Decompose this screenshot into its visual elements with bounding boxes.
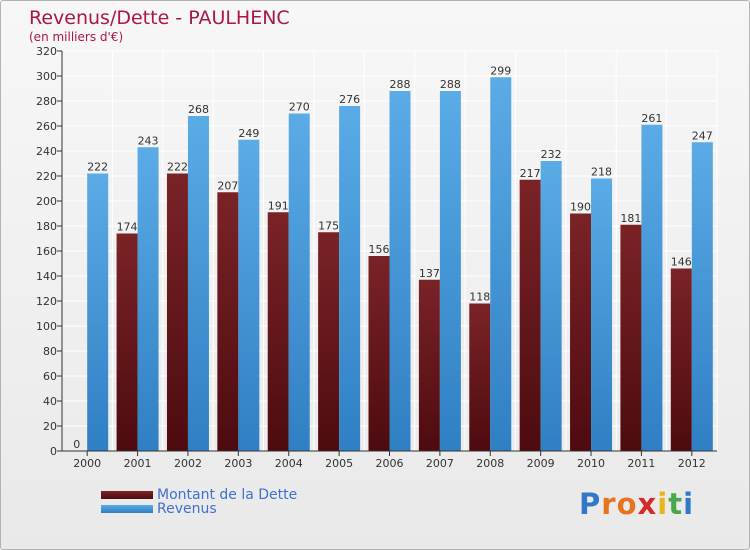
debt-bar (368, 256, 390, 451)
y-tick-label: 140 (36, 270, 57, 283)
y-tick-label: 160 (36, 245, 57, 258)
debt-bar (318, 232, 340, 451)
revenue-bar (691, 142, 713, 451)
revenue-bar (641, 124, 663, 451)
logo-letter: P (579, 487, 602, 521)
y-tick-label: 20 (43, 420, 57, 433)
debt-value-label: 146 (671, 256, 692, 269)
debt-bar (570, 213, 592, 451)
y-tick-label: 40 (43, 395, 57, 408)
debt-bar (469, 303, 491, 451)
revenue-value-label: 222 (87, 161, 108, 174)
debt-bar (670, 268, 692, 451)
debt-value-label: 137 (419, 267, 440, 280)
y-tick-label: 100 (36, 320, 57, 333)
revenue-bar (187, 116, 209, 451)
revenue-bar (339, 106, 361, 451)
legend-item-debt: Montant de la Dette (101, 487, 297, 503)
debt-bar (217, 192, 239, 451)
debt-bar (267, 212, 289, 451)
revenue-value-label: 268 (188, 103, 209, 116)
x-tick-label: 2008 (476, 457, 504, 470)
y-tick-label: 300 (36, 70, 57, 83)
y-tick-label: 120 (36, 295, 57, 308)
logo-letter: x (637, 487, 658, 521)
x-tick-label: 2011 (627, 457, 655, 470)
debt-value-label: 156 (369, 243, 390, 256)
debt-value-label: 217 (520, 167, 541, 180)
legend-item-revenue: Revenus (101, 501, 217, 517)
y-tick-label: 280 (36, 95, 57, 108)
legend-swatch-debt (101, 491, 153, 499)
x-tick-label: 2009 (527, 457, 555, 470)
logo-letter: r (601, 487, 617, 521)
y-tick-label: 0 (50, 445, 57, 458)
x-tick-label: 2007 (426, 457, 454, 470)
chart-title: Revenus/Dette - PAULHENC (29, 7, 290, 29)
debt-bar (116, 233, 138, 451)
debt-bar (418, 279, 440, 451)
revenue-value-label: 261 (641, 112, 662, 125)
logo-letter: o (616, 487, 638, 521)
debt-value-label: 207 (217, 179, 238, 192)
revenue-bar (439, 91, 461, 451)
debt-value-label: 175 (318, 219, 339, 232)
y-tick-label: 80 (43, 345, 57, 358)
revenue-bar (137, 147, 159, 451)
revenue-bar (238, 139, 260, 451)
y-tick-label: 260 (36, 120, 57, 133)
y-tick-label: 200 (36, 195, 57, 208)
legend-label-debt: Montant de la Dette (157, 487, 298, 503)
debt-bar (620, 224, 642, 451)
revenue-value-label: 247 (692, 129, 713, 142)
revenue-bar (288, 113, 310, 451)
x-tick-label: 2010 (577, 457, 605, 470)
debt-value-label: 191 (268, 199, 289, 212)
revenue-value-label: 249 (238, 127, 259, 140)
revenue-bar (389, 91, 411, 451)
x-tick-label: 2002 (174, 457, 202, 470)
y-tick-label: 320 (36, 45, 57, 58)
debt-bar (166, 173, 188, 451)
logo-letter: t (668, 487, 684, 521)
revenue-value-label: 218 (591, 166, 612, 179)
logo-letter: i (683, 487, 695, 521)
revenue-value-label: 232 (541, 148, 562, 161)
revenue-value-label: 276 (339, 93, 360, 106)
revenue-bar (490, 77, 512, 451)
debt-value-label: 222 (167, 161, 188, 174)
debt-value-label: 181 (620, 212, 641, 225)
revenue-value-label: 243 (138, 134, 159, 147)
y-tick-label: 60 (43, 370, 57, 383)
x-tick-label: 2000 (73, 457, 101, 470)
chart-subtitle: (en milliers d'€) (29, 30, 124, 44)
proxiti-logo: Proxiti (579, 487, 694, 521)
debt-value-label: 190 (570, 201, 591, 214)
legend-label-revenue: Revenus (157, 501, 217, 517)
revenue-value-label: 299 (490, 64, 511, 77)
y-tick-label: 240 (36, 145, 57, 158)
revenue-bar (87, 173, 109, 451)
legend-swatch-revenue (101, 505, 153, 513)
revenue-bar (591, 178, 613, 451)
y-tick-label: 180 (36, 220, 57, 233)
revenue-value-label: 270 (289, 101, 310, 114)
x-tick-label: 2005 (325, 457, 353, 470)
debt-bar (519, 179, 541, 451)
revenue-value-label: 288 (390, 78, 411, 91)
debt-value-label: 0 (73, 438, 80, 451)
debt-value-label: 118 (469, 291, 490, 304)
x-tick-label: 2001 (124, 457, 152, 470)
revenue-value-label: 288 (440, 78, 461, 91)
debt-value-label: 174 (117, 221, 138, 234)
x-tick-label: 2004 (275, 457, 303, 470)
logo-letter: i (657, 487, 669, 521)
x-tick-label: 2012 (678, 457, 706, 470)
y-tick-label: 220 (36, 170, 57, 183)
revenue-bar (540, 161, 562, 451)
x-tick-label: 2003 (224, 457, 252, 470)
x-tick-label: 2006 (376, 457, 404, 470)
